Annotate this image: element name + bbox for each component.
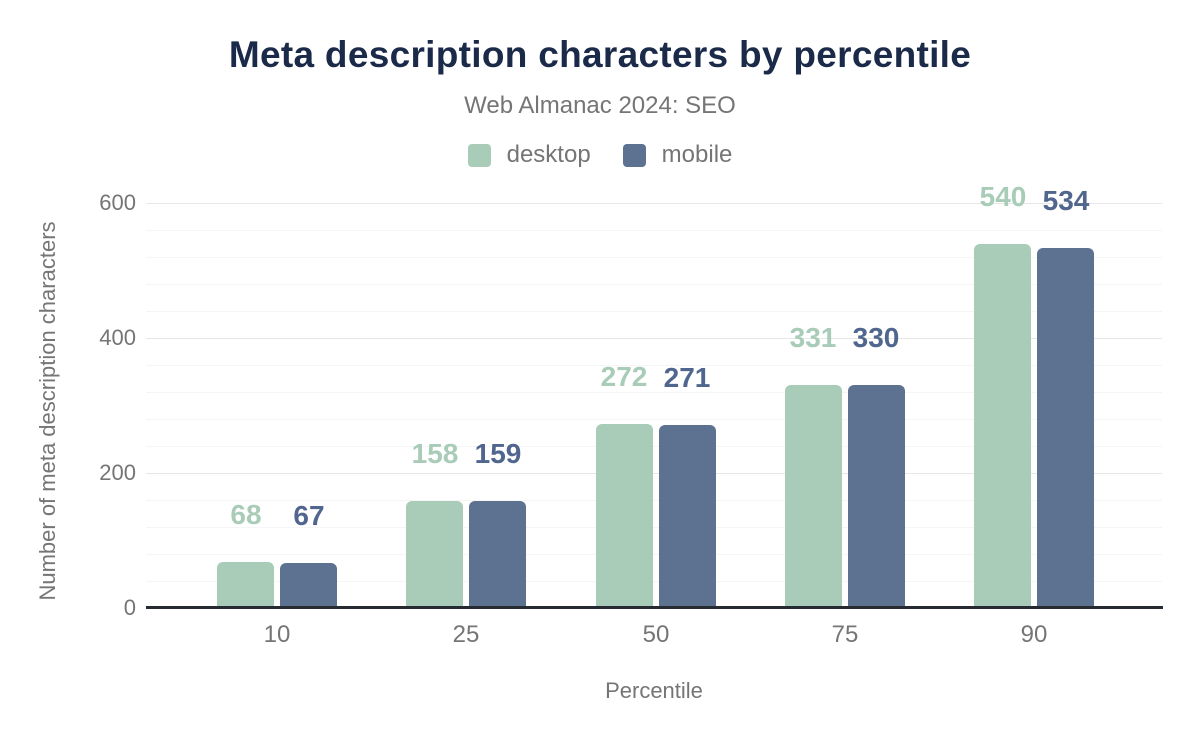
- legend-swatch-desktop: [467, 143, 491, 167]
- gridline-minor-520: [146, 257, 1162, 258]
- gridline-major-200: [146, 473, 1162, 474]
- bar-label-mobile-90: 534: [1042, 185, 1090, 216]
- gridline-minor-40: [146, 581, 1162, 582]
- gridline-minor-320: [146, 392, 1162, 393]
- bar-desktop-10: [217, 562, 274, 608]
- y-tick-label-200: 200: [99, 460, 136, 485]
- y-tick-label-0: 0: [123, 595, 136, 620]
- x-tick-label-50: 50: [642, 621, 670, 648]
- x-axis-baseline: [146, 606, 1163, 609]
- bar-desktop-75: [785, 385, 842, 608]
- legend: desktop mobile: [0, 141, 1200, 169]
- gridline-minor-240: [146, 446, 1162, 447]
- x-axis-title: Percentile: [605, 678, 703, 703]
- x-tick-label-75: 75: [831, 621, 859, 648]
- gridline-major-400: [146, 338, 1162, 339]
- gridline-minor-480: [146, 284, 1162, 285]
- gridline-minor-360: [146, 365, 1162, 366]
- chart-title: Meta description characters by percentil…: [228, 34, 972, 75]
- bar-label-desktop-90: 540: [979, 181, 1027, 212]
- gridline-minor-120: [146, 527, 1162, 528]
- bar-mobile-10: [280, 563, 337, 608]
- gridline-minor-160: [146, 500, 1162, 501]
- bar-label-mobile-10: 67: [293, 500, 325, 531]
- bar-label-mobile-75: 330: [852, 322, 900, 353]
- bar-mobile-25: [469, 501, 526, 608]
- legend-item-mobile: mobile: [622, 141, 733, 169]
- bar-desktop-90: [974, 244, 1031, 609]
- bar-mobile-90: [1037, 248, 1094, 608]
- bar-label-desktop-10: 68: [230, 499, 262, 530]
- gridline-minor-280: [146, 419, 1162, 420]
- legend-swatch-mobile: [622, 143, 646, 167]
- bar-mobile-75: [848, 385, 905, 608]
- legend-label-desktop: desktop: [506, 141, 591, 168]
- legend-label-mobile: mobile: [661, 141, 733, 168]
- bar-desktop-25: [406, 501, 463, 608]
- bar-label-mobile-50: 271: [663, 362, 711, 393]
- x-tick-label-10: 10: [263, 621, 291, 648]
- bar-label-mobile-25: 159: [474, 438, 522, 469]
- bar-label-desktop-50: 272: [600, 361, 648, 392]
- y-axis-title: Number of meta description characters: [35, 221, 60, 601]
- x-tick-label-25: 25: [452, 621, 480, 648]
- gridline-minor-440: [146, 311, 1162, 312]
- bar-mobile-50: [659, 425, 716, 608]
- x-tick-label-90: 90: [1020, 621, 1048, 648]
- bar-label-desktop-75: 331: [789, 322, 837, 353]
- gridline-minor-560: [146, 230, 1162, 231]
- gridline-major-600: [146, 203, 1162, 204]
- bar-label-desktop-25: 158: [411, 438, 459, 469]
- gridline-minor-80: [146, 554, 1162, 555]
- y-tick-label-600: 600: [99, 190, 136, 215]
- bar-desktop-50: [596, 424, 653, 608]
- legend-item-desktop: desktop: [467, 141, 591, 169]
- y-tick-label-400: 400: [99, 325, 136, 350]
- chart-subtitle: Web Almanac 2024: SEO: [464, 92, 736, 119]
